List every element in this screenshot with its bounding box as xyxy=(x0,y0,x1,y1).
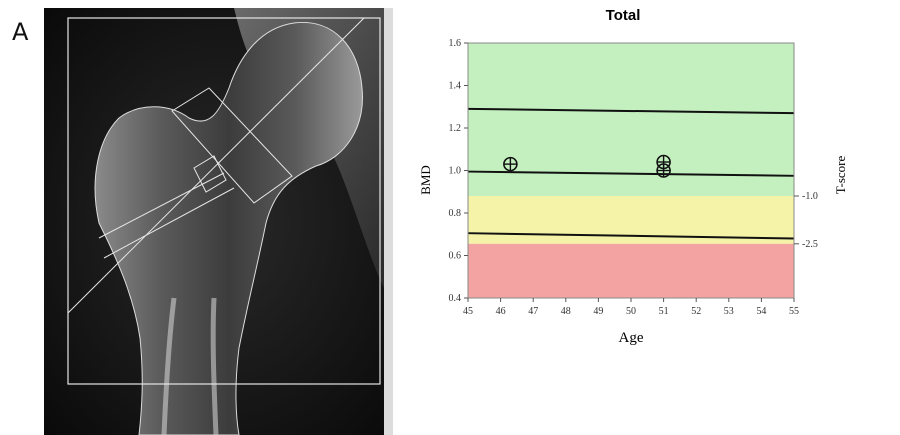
y-tick-label: 1.0 xyxy=(449,166,462,177)
y-tick-label: 1.4 xyxy=(449,81,462,92)
x-tick-label: 50 xyxy=(626,306,636,317)
x-axis-label: Age xyxy=(619,330,644,346)
x-tick-label: 45 xyxy=(463,306,473,317)
chart-title: Total xyxy=(606,7,641,24)
data-point xyxy=(504,158,517,171)
x-tick-label: 46 xyxy=(496,306,506,317)
x-tick-label: 55 xyxy=(789,306,799,317)
y-tick-label: 0.6 xyxy=(449,251,462,262)
x-tick-label: 49 xyxy=(593,306,603,317)
t-score-axis-label: T-score xyxy=(833,156,848,195)
panel-label: A xyxy=(12,18,28,46)
risk-bands xyxy=(468,43,794,298)
y-tick-label: 1.6 xyxy=(449,38,462,49)
x-tick-label: 47 xyxy=(528,306,538,317)
y-axis-ticks: 0.4 0.6 0.8 1.0 1.2 1.4 1.6 xyxy=(449,38,469,304)
x-axis-ticks: 45 46 47 48 49 50 51 52 53 54 55 xyxy=(463,298,799,317)
x-tick-label: 48 xyxy=(561,306,571,317)
band-osteoporosis xyxy=(468,244,794,298)
femur-dxa-scan-image xyxy=(44,8,393,435)
t-score-ticks: -1.0 -2.5 xyxy=(794,191,818,250)
t-score-tick-label: -1.0 xyxy=(802,191,818,202)
x-tick-label: 53 xyxy=(724,306,734,317)
x-tick-label: 54 xyxy=(756,306,766,317)
y-tick-label: 1.2 xyxy=(449,123,462,134)
x-tick-label: 52 xyxy=(691,306,701,317)
data-point xyxy=(657,164,670,177)
t-score-tick-label: -2.5 xyxy=(802,239,818,250)
y-tick-label: 0.4 xyxy=(449,293,462,304)
x-tick-label: 51 xyxy=(659,306,669,317)
y-tick-label: 0.8 xyxy=(449,208,462,219)
y-axis-label: BMD xyxy=(418,165,433,195)
bmd-chart: Total 0.4 0.6 0.8 1.0 1.2 1.4 1.6 45 46 47 48 49 50… xyxy=(400,0,900,360)
